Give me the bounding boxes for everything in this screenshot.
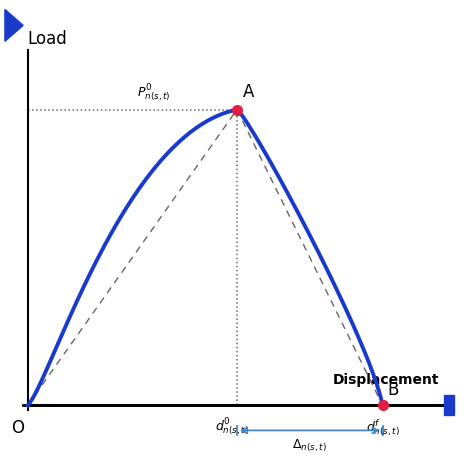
Text: $\Delta_{n(s,t)}$: $\Delta_{n(s,t)}$: [292, 437, 327, 454]
Text: $d^0_{n(s,t)}$: $d^0_{n(s,t)}$: [215, 417, 249, 438]
Text: Load: Load: [27, 30, 67, 48]
Text: A: A: [243, 83, 254, 101]
Bar: [444, 395, 454, 415]
Polygon shape: [5, 9, 23, 41]
Text: Displacement: Displacement: [333, 373, 439, 387]
Text: $d^f_{n(s,t)}$: $d^f_{n(s,t)}$: [365, 417, 400, 438]
Text: O: O: [11, 419, 24, 437]
Text: B: B: [387, 381, 399, 399]
Text: $P^0_{n(s,t)}$: $P^0_{n(s,t)}$: [137, 82, 171, 104]
